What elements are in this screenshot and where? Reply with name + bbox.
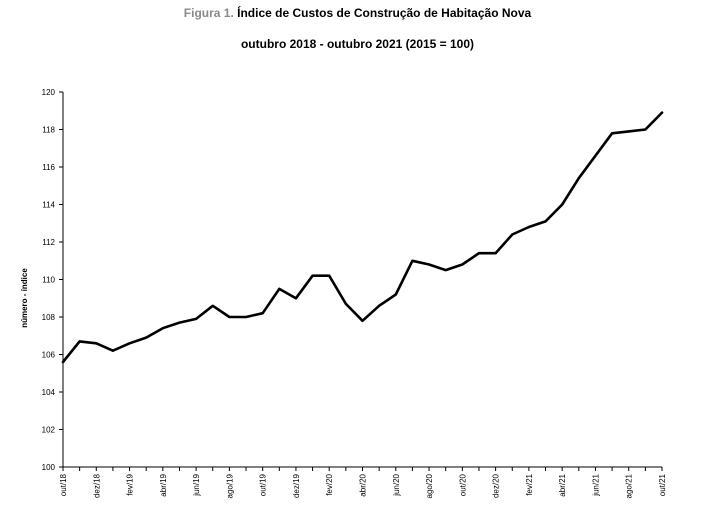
x-tick-label: abr/19 <box>159 473 168 496</box>
y-tick-label: 114 <box>42 201 55 210</box>
x-tick-label: dez/18 <box>92 473 101 498</box>
x-tick-label: fev/20 <box>325 473 334 495</box>
x-tick-label: jun/19 <box>192 473 201 496</box>
x-tick-label: out/18 <box>59 473 68 496</box>
x-tick-label: fev/21 <box>525 473 534 495</box>
x-tick-label: out/20 <box>458 473 467 496</box>
y-tick-label: 100 <box>42 463 56 472</box>
chart-title: Figura 1. Índice de Custos de Construção… <box>0 6 715 20</box>
y-tick-label: 112 <box>42 238 55 247</box>
series-layer <box>61 111 664 364</box>
y-tick-label: 106 <box>42 351 56 360</box>
x-tick-label: out/21 <box>658 473 667 496</box>
x-tick-label: dez/20 <box>492 473 501 498</box>
y-axis: 100 102 104 106 108 110 112 114 116 118 120 <box>42 88 64 472</box>
y-tick-label: 120 <box>42 88 56 97</box>
y-tick-label: 104 <box>42 388 56 397</box>
x-tick-label: ago/21 <box>625 473 634 498</box>
x-tick-label: abr/20 <box>359 473 368 496</box>
y-tick-label: 108 <box>42 313 56 322</box>
x-axis: out/18 dez/18 fev/19 abr/19 jun/19 ago/19 out/… <box>59 466 667 498</box>
x-tick-label: jun/21 <box>591 473 600 496</box>
y-tick-label: 110 <box>42 276 55 285</box>
chart-title-text: Índice de Custos de Construção de Habita… <box>237 6 532 20</box>
figure-label: Figura 1. <box>183 6 234 20</box>
series-line <box>61 111 664 364</box>
x-tick-label: jun/20 <box>392 473 401 496</box>
chart-subtitle: outubro 2018 - outubro 2021 (2015 = 100) <box>240 37 475 51</box>
y-tick-label: 118 <box>42 126 55 135</box>
y-axis-label: número - índice <box>20 268 29 328</box>
y-tick-label: 116 <box>42 163 55 172</box>
y-tick-label: 102 <box>42 426 56 435</box>
x-tick-label: out/19 <box>259 473 268 496</box>
x-tick-label: ago/19 <box>225 473 234 498</box>
x-tick-label: fev/19 <box>126 473 135 495</box>
x-tick-label: dez/19 <box>292 473 301 498</box>
x-tick-label: ago/20 <box>425 473 434 498</box>
x-tick-label: abr/21 <box>558 473 567 496</box>
